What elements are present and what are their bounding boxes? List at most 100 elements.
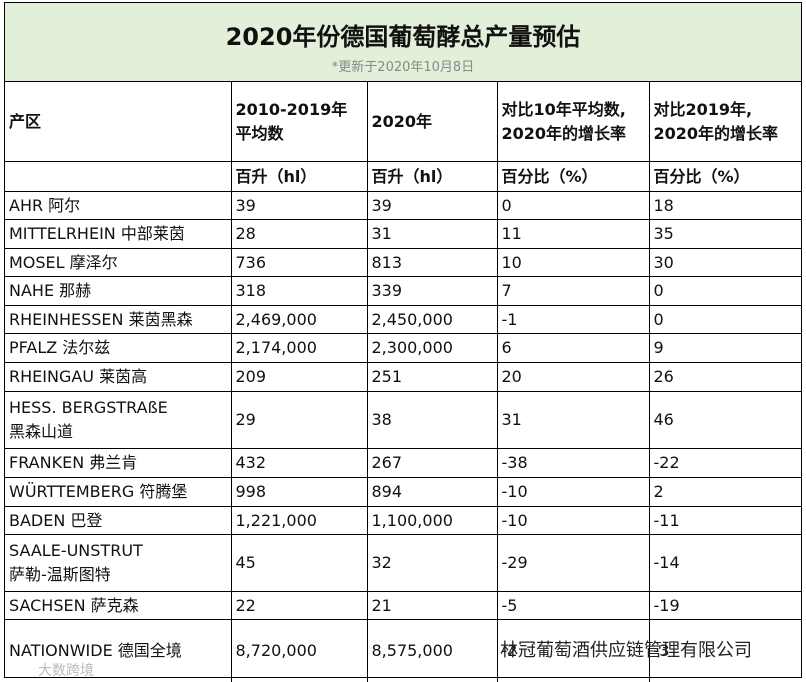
table-cell: 对比10年平均数, 2020年的增长率 (496, 81, 650, 162)
table-cell: 0 (496, 191, 650, 220)
table-cell: BADEN 巴登 (5, 506, 232, 535)
table-row: MITTELRHEIN 中部莱茵 28 31 11 35 (5, 219, 801, 249)
table-cell: -22 (648, 448, 801, 478)
table-cell: 28 (230, 219, 368, 249)
table-cell: 8,575,000 (366, 619, 498, 682)
table-cell: 7 (496, 276, 650, 306)
table-cell: -11 (648, 506, 801, 535)
table-cell: 894 (366, 477, 498, 507)
table-cell: 9 (648, 333, 801, 363)
table-cell: -14 (648, 534, 801, 592)
table-cell: 432 (230, 448, 368, 478)
table-cell: 20 (496, 362, 650, 392)
table-cell: -5 (496, 591, 650, 620)
table-cell: -10 (496, 477, 650, 507)
frame: 2020年份德国葡萄酵总产量预估 *更新于2020年10月8日 产区 2010-2… (4, 2, 802, 682)
table-row: 百升（hl） 百升（hl） 百分比（%） 百分比（%） (5, 161, 801, 192)
table-cell: -19 (648, 591, 801, 620)
table-cell: 267 (366, 448, 498, 478)
table-cell: -1 (496, 305, 650, 334)
table-cell: 百升（hl） (230, 161, 368, 192)
table-cell: 26 (648, 362, 801, 392)
table-cell: NATIONWIDE 德国全境 (5, 619, 232, 682)
table-cell: RHEINGAU 莱茵高 (5, 362, 232, 392)
table-cell: 318 (230, 276, 368, 306)
table-row: NAHE 那赫 318 339 7 0 (5, 276, 801, 306)
table-cell: 百分比（%） (496, 161, 650, 192)
table-row: SAALE-UNSTRUT 萨勒-温斯图特 45 32 -29 -14 (5, 534, 801, 592)
table-cell: RHEINHESSEN 莱茵黑森 (5, 305, 232, 334)
table-cell: 736 (230, 248, 368, 277)
table-cell: SAALE-UNSTRUT 萨勒-温斯图特 (5, 534, 232, 592)
table-cell: 1,221,000 (230, 506, 368, 535)
table-row: NATIONWIDE 德国全境 8,720,000 8,575,000 -2 -3 (5, 619, 801, 682)
table-cell: 30 (648, 248, 801, 277)
table-cell: 11 (496, 219, 650, 249)
table-cell: 1,100,000 (366, 506, 498, 535)
table-cell: 35 (648, 219, 801, 249)
table-cell: 2,174,000 (230, 333, 368, 363)
table-cell: -3 (648, 619, 801, 682)
table-cell: -2 (496, 619, 650, 682)
table-cell: 6 (496, 333, 650, 363)
table-cell: 32 (366, 534, 498, 592)
table-cell: HESS. BERGSTRAßE 黑森山道 (5, 391, 232, 449)
table-cell: 39 (230, 191, 368, 220)
table-cell: 46 (648, 391, 801, 449)
table-cell: WÜRTTEMBERG 符腾堡 (5, 477, 232, 507)
table-cell: 998 (230, 477, 368, 507)
table-cell: 18 (648, 191, 801, 220)
table-cell: 209 (230, 362, 368, 392)
table: 产区 2010-2019年 平均数 2020年 对比10年平均数, 2020年的增长率… (5, 81, 801, 682)
table-cell: 31 (366, 219, 498, 249)
table-row: RHEINGAU 莱茵高 209 251 20 26 (5, 362, 801, 392)
table-cell: MOSEL 摩泽尔 (5, 248, 232, 277)
table-cell (5, 161, 232, 192)
table-cell: 813 (366, 248, 498, 277)
table-row: RHEINHESSEN 莱茵黑森 2,469,000 2,450,000 -1 0 (5, 305, 801, 334)
table-row: BADEN 巴登 1,221,000 1,100,000 -10 -11 (5, 506, 801, 535)
table-cell: AHR 阿尔 (5, 191, 232, 220)
table-row: AHR 阿尔 39 39 0 18 (5, 191, 801, 220)
table-cell: 31 (496, 391, 650, 449)
table-row: WÜRTTEMBERG 符腾堡 998 894 -10 2 (5, 477, 801, 507)
table-cell: 10 (496, 248, 650, 277)
subtitle: *更新于2020年10月8日 (331, 60, 475, 75)
table-cell: MITTELRHEIN 中部莱茵 (5, 219, 232, 249)
table-row: HESS. BERGSTRAßE 黑森山道 29 38 31 46 (5, 391, 801, 449)
table-cell: 2 (648, 477, 801, 507)
table-cell: 产区 (5, 81, 232, 162)
table-cell: 对比2019年, 2020年的增长率 (648, 81, 801, 162)
table-cell: 22 (230, 591, 368, 620)
watermark: 林冠葡萄酒供应链管理有限公司 (500, 640, 752, 661)
header: 2020年份德国葡萄酵总产量预估 *更新于2020年10月8日 (5, 3, 801, 82)
table-cell: 0 (648, 305, 801, 334)
table-row: MOSEL 摩泽尔 736 813 10 30 (5, 248, 801, 277)
table-cell: 2,450,000 (366, 305, 498, 334)
table-cell: SACHSEN 萨克森 (5, 591, 232, 620)
table-cell: 2010-2019年 平均数 (230, 81, 368, 162)
watermark: 大数跨境 (38, 663, 94, 679)
title: 2020年份德国葡萄酵总产量预估 (225, 23, 581, 51)
table-cell: 2,300,000 (366, 333, 498, 363)
table-cell: 2,469,000 (230, 305, 368, 334)
table-cell: 45 (230, 534, 368, 592)
table-cell: FRANKEN 弗兰肯 (5, 448, 232, 478)
table-cell: 百分比（%） (648, 161, 801, 192)
table-cell: 2020年 (366, 81, 498, 162)
table-cell: NAHE 那赫 (5, 276, 232, 306)
table-cell: 339 (366, 276, 498, 306)
table-cell: 8,720,000 (230, 619, 368, 682)
table-cell: 21 (366, 591, 498, 620)
table-cell: 0 (648, 276, 801, 306)
table-cell: PFALZ 法尔兹 (5, 333, 232, 363)
table-row: 产区 2010-2019年 平均数 2020年 对比10年平均数, 2020年的增长率… (5, 81, 801, 162)
table-row: PFALZ 法尔兹 2,174,000 2,300,000 6 9 (5, 333, 801, 363)
table-cell: -10 (496, 506, 650, 535)
table-cell: 38 (366, 391, 498, 449)
table-cell: -29 (496, 534, 650, 592)
table-row: FRANKEN 弗兰肯 432 267 -38 -22 (5, 448, 801, 478)
table-row: SACHSEN 萨克森 22 21 -5 -19 (5, 591, 801, 620)
table-cell: 29 (230, 391, 368, 449)
